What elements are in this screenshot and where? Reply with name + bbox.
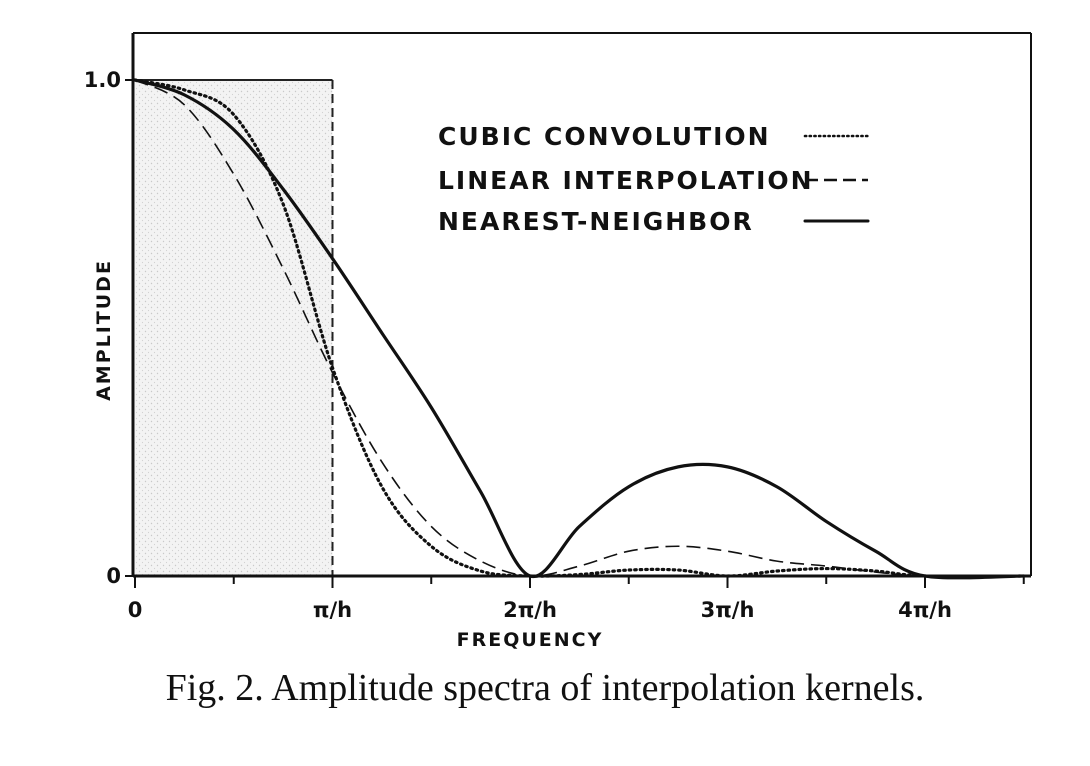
x-axis-title: FREQUENCY [457,629,604,651]
x-tick-label: 0 [128,598,143,622]
y-ticks: 01.0 [84,68,133,588]
legend-label: LINEAR INTERPOLATION [438,166,814,195]
x-tick-label: 2π/h [503,598,557,622]
x-tick-label: π/h [313,598,352,622]
legend: CUBIC CONVOLUTION LINEAR INTERPOLATION NEA… [438,122,870,236]
y-axis-title: AMPLITUDE [93,259,115,401]
y-tick-label: 0 [106,564,121,588]
legend-label: NEAREST-NEIGHBOR [438,207,754,236]
figure-caption: Fig. 2. Amplitude spectra of interpolati… [165,667,925,709]
plot-frame [131,32,1032,578]
chart: 0 π/h 2π/h 3π/h 4π/h 01.0 FREQUENCY AMPLITUD… [84,32,1032,651]
legend-label: CUBIC CONVOLUTION [438,122,771,151]
x-ticks: 0 π/h 2π/h 3π/h 4π/h [128,576,1025,622]
x-tick-label: 3π/h [701,598,755,622]
ideal-passband [135,79,334,576]
x-tick-label: 4π/h [898,598,952,622]
passband-fill [135,80,333,576]
y-tick-label: 1.0 [84,68,121,92]
